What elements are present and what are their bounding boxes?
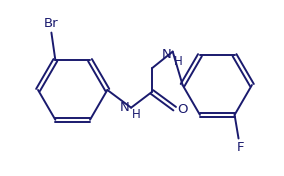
Text: N: N [119,101,129,114]
Text: H: H [132,108,141,121]
Text: F: F [237,141,244,154]
Text: N: N [162,48,172,61]
Text: O: O [177,103,188,116]
Text: H: H [174,55,182,68]
Text: Br: Br [44,17,59,30]
